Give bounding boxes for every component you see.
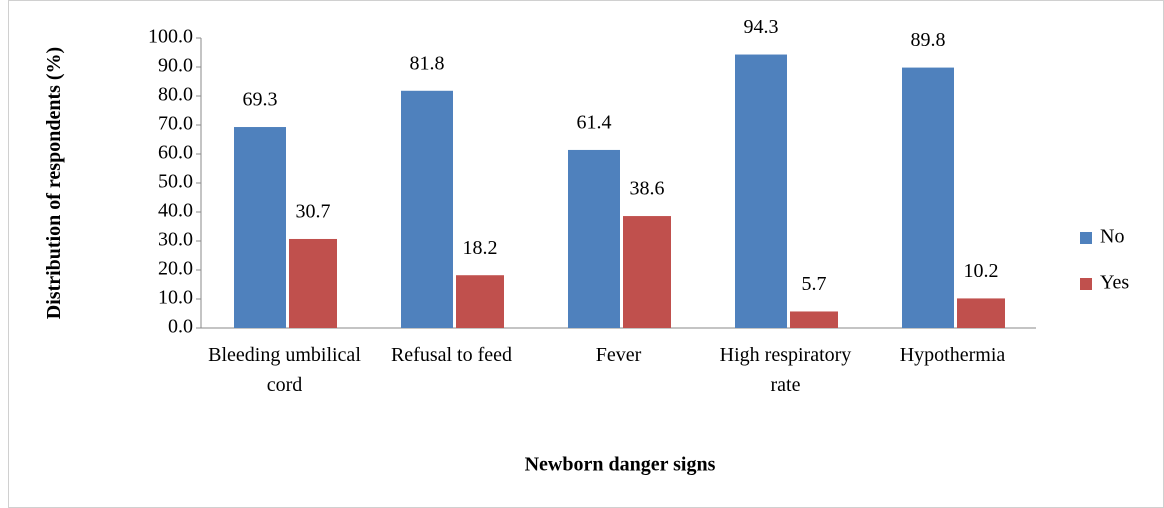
y-tick-label: 30.0 [158, 229, 193, 251]
legend-label: Yes [1100, 272, 1129, 294]
data-label: 38.6 [630, 178, 665, 200]
x-tick-label: Bleeding umbilical cord [208, 344, 361, 396]
bar [289, 238, 337, 328]
bar [623, 216, 671, 328]
x-tick-label: High respiratory rate [720, 344, 852, 396]
data-label: 30.7 [296, 201, 331, 223]
y-tick-label: 20.0 [158, 258, 193, 280]
y-tick-label: 40.0 [158, 200, 193, 222]
bar [456, 275, 504, 328]
data-label: 94.3 [744, 16, 779, 38]
legend-swatch [1080, 232, 1092, 244]
legend-label: No [1100, 226, 1124, 248]
y-tick-label: 80.0 [158, 84, 193, 106]
bar [401, 90, 453, 328]
bar [568, 149, 620, 328]
data-label: 61.4 [577, 112, 612, 134]
bar [902, 67, 954, 328]
y-tick-label: 90.0 [158, 55, 193, 77]
data-label: 89.8 [911, 29, 946, 51]
bar [234, 127, 286, 328]
y-tick-label: 100.0 [148, 26, 193, 48]
bar [790, 311, 838, 328]
x-tick-label: Hypothermia [900, 344, 1006, 366]
legend-swatch [1080, 278, 1092, 290]
y-tick-label: 60.0 [158, 142, 193, 164]
y-tick-label: 10.0 [158, 287, 193, 309]
y-axis-title: Distribution of respondents (%) [43, 47, 65, 319]
data-label: 10.2 [964, 260, 999, 282]
x-tick-label: Refusal to feed [391, 344, 512, 366]
y-tick-label: 50.0 [158, 171, 193, 193]
y-tick-label: 0.0 [168, 316, 193, 338]
x-tick-label: Fever [596, 344, 642, 366]
data-label: 81.8 [410, 52, 445, 74]
x-axis-title: Newborn danger signs [525, 454, 716, 476]
data-label: 5.7 [802, 273, 827, 295]
y-tick-label: 70.0 [158, 113, 193, 135]
bar [957, 298, 1005, 328]
data-label: 18.2 [463, 237, 498, 259]
bar [735, 54, 787, 328]
data-label: 69.3 [243, 89, 278, 111]
